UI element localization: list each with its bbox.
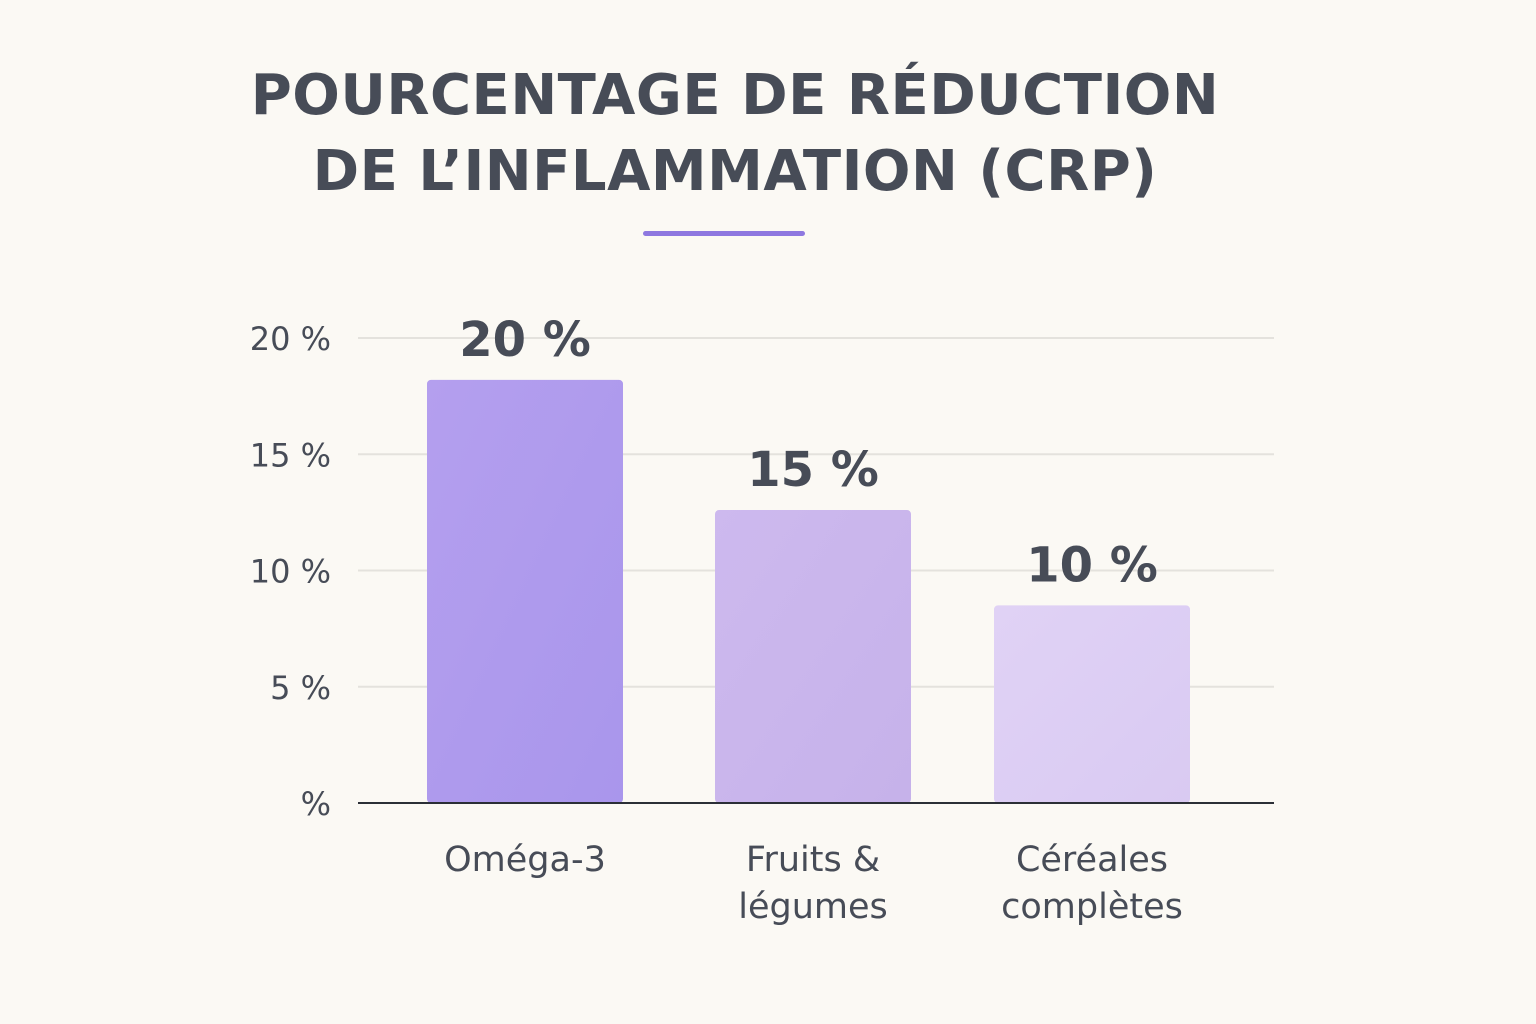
category-label-3-line-1: Céréales xyxy=(1016,840,1168,880)
y-tick-label: 10 % xyxy=(250,553,331,591)
bar-3 xyxy=(994,605,1190,803)
bar-1 xyxy=(427,379,623,803)
category-label-2-line-1: Fruits & xyxy=(746,840,880,880)
value-label-1: 20 % xyxy=(459,312,591,368)
y-tick-label: 15 % xyxy=(250,436,331,474)
bar-2 xyxy=(715,510,911,803)
category-labels: Oméga-3 Fruits & légumes Céréales complètes xyxy=(444,840,1183,927)
y-tick-label: 5 % xyxy=(270,669,331,707)
value-label-3: 10 % xyxy=(1026,537,1158,593)
title-underline xyxy=(643,231,805,236)
category-label-1-line-1: Oméga-3 xyxy=(444,840,606,880)
y-axis-ticks: % 5 % 10 % 15 % 20 % xyxy=(250,320,331,823)
bars xyxy=(427,379,1190,803)
chart-title: POURCENTAGE DE RÉDUCTION DE L’INFLAMMATI… xyxy=(0,58,1470,210)
y-tick-label: % xyxy=(301,785,331,823)
value-labels: 20 % 15 % 10 % xyxy=(459,312,1158,594)
chart-title-line-1: POURCENTAGE DE RÉDUCTION xyxy=(250,63,1220,128)
chart-title-line-2: DE L’INFLAMMATION (CRP) xyxy=(312,139,1158,204)
y-tick-label: 20 % xyxy=(250,320,331,358)
category-label-2-line-2: légumes xyxy=(738,887,888,927)
value-label-2: 15 % xyxy=(747,442,879,498)
category-label-3-line-2: complètes xyxy=(1001,887,1183,927)
